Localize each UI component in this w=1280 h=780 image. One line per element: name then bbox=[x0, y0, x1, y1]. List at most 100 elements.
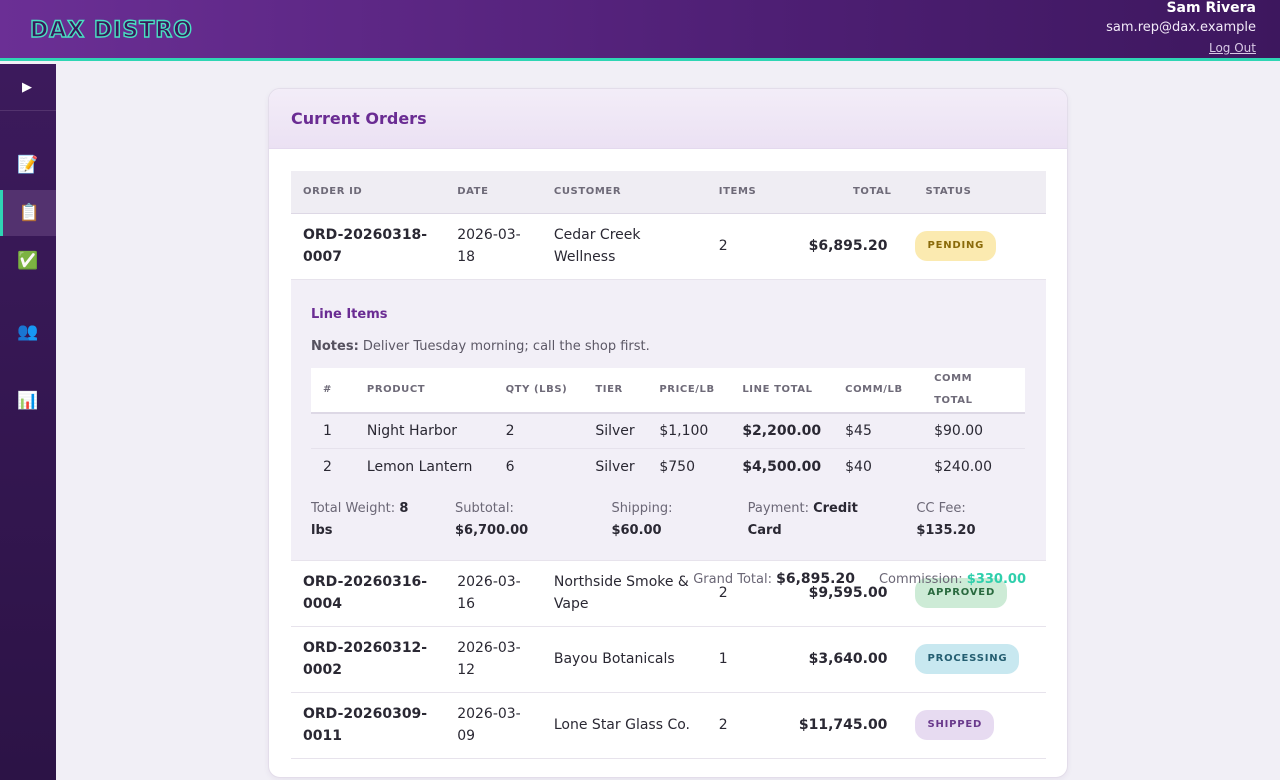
line-comm-lb: $40 bbox=[833, 448, 923, 485]
col-header-customer[interactable]: CUSTOMER bbox=[541, 171, 707, 214]
order-detail-cell: Line Items Notes: Deliver Tuesday mornin… bbox=[291, 279, 1046, 587]
order-id: ORD-20260309-0011 bbox=[291, 692, 446, 759]
col-header-status[interactable]: STATUS bbox=[903, 171, 1046, 214]
status-badge: PROCESSING bbox=[915, 644, 1020, 674]
bar-chart-icon: 📊 bbox=[17, 391, 39, 411]
order-total: $11,745.00 bbox=[786, 692, 904, 759]
line-price: $750 bbox=[647, 448, 731, 485]
sidebar-toggle-button[interactable]: ▶ bbox=[0, 64, 56, 111]
line-item-row: 2 Lemon Lantern 6 Silver $750 $4,500.00 … bbox=[311, 448, 1025, 485]
table-header-row: ORDER ID DATE CUSTOMER ITEMS TOTAL STATU… bbox=[291, 171, 1046, 214]
grand-total-row: Grand Total: $6,895.20 Commission: $330.… bbox=[311, 568, 1026, 591]
line-product: Night Harbor bbox=[354, 412, 494, 449]
sidebar-item-customers[interactable]: 👥 bbox=[0, 309, 56, 355]
sidebar-item-orders[interactable]: 📋 bbox=[0, 190, 56, 236]
col-header-total[interactable]: TOTAL bbox=[786, 171, 904, 214]
order-total: $9,595.00 bbox=[786, 560, 904, 627]
logout-link[interactable]: Log Out bbox=[1208, 41, 1256, 55]
play-icon: ▶ bbox=[22, 79, 32, 95]
order-notes: Notes: Deliver Tuesday morning; call the… bbox=[311, 336, 1026, 358]
col-header-items[interactable]: ITEMS bbox=[706, 171, 787, 214]
order-date: 2026-03-09 bbox=[445, 692, 542, 759]
notes-label: Notes: bbox=[311, 338, 359, 354]
status-badge: SHIPPED bbox=[915, 710, 995, 740]
orders-card: Current Orders ORDER ID DATE CUSTOMER IT… bbox=[268, 88, 1068, 778]
sidebar-item-approvals[interactable]: ✅ bbox=[0, 238, 56, 284]
col-header-comm-total: COMM TOTAL bbox=[922, 367, 1025, 414]
col-header-line-total: LINE TOTAL bbox=[730, 367, 834, 414]
total-weight: Total Weight: 8 lbs bbox=[311, 500, 409, 538]
memo-icon: 📝 bbox=[17, 155, 39, 175]
order-date: 2026-03-18 bbox=[445, 213, 542, 280]
page-title: Current Orders bbox=[291, 109, 427, 128]
col-header-date[interactable]: DATE bbox=[445, 171, 542, 214]
line-number: 2 bbox=[311, 448, 355, 485]
app-logo[interactable]: DAX DISTRO bbox=[29, 17, 193, 43]
top-bar: DAX DISTRO Sam Rivera sam.rep@dax.exampl… bbox=[0, 0, 1280, 61]
cc-fee: CC Fee: $135.20 bbox=[916, 500, 976, 538]
order-date: 2026-03-16 bbox=[445, 560, 542, 627]
col-header-product: PRODUCT bbox=[354, 367, 494, 414]
shipping: Shipping: $60.00 bbox=[611, 500, 673, 538]
order-id: ORD-20260318-0007 bbox=[291, 213, 446, 280]
line-qty: 6 bbox=[493, 448, 584, 485]
line-items-title: Line Items bbox=[311, 306, 388, 322]
commission: Commission: $330.00 bbox=[878, 571, 1026, 587]
sidebar-item-new-order[interactable]: 📝 bbox=[0, 142, 56, 188]
sidebar-item-reports[interactable]: 📊 bbox=[0, 378, 56, 424]
check-box-icon: ✅ bbox=[17, 251, 39, 271]
col-header-tier: TIER bbox=[583, 367, 648, 414]
order-total: $3,640.00 bbox=[786, 626, 904, 693]
order-id: ORD-20260312-0002 bbox=[291, 626, 446, 693]
line-tier: Silver bbox=[583, 412, 648, 449]
subtotal: Subtotal: $6,700.00 bbox=[454, 500, 529, 538]
order-items: 2 bbox=[706, 213, 787, 280]
clipboard-icon: 📋 bbox=[18, 203, 41, 223]
line-tier: Silver bbox=[583, 448, 648, 485]
grand-total: Grand Total: $6,895.20 bbox=[693, 570, 855, 587]
line-items-header-row: # PRODUCT QTY (LBS) TIER PRICE/LB LINE T… bbox=[311, 367, 1025, 414]
table-row[interactable]: ORD-20260309-0011 2026-03-09 Lone Star G… bbox=[291, 692, 1046, 759]
order-summary: Total Weight: 8 lbs Subtotal: $6,700.00 … bbox=[311, 498, 1026, 542]
line-total: $4,500.00 bbox=[730, 448, 834, 485]
user-name: Sam Rivera bbox=[1166, 0, 1256, 16]
orders-table: ORDER ID DATE CUSTOMER ITEMS TOTAL STATU… bbox=[291, 171, 1046, 759]
sidebar: ▶ 📝 📋 ✅ 👥 📊 bbox=[0, 64, 56, 780]
user-email: sam.rep@dax.example bbox=[1106, 20, 1256, 35]
card-header: Current Orders bbox=[269, 89, 1067, 149]
order-customer: Cedar Creek Wellness bbox=[541, 213, 707, 280]
line-items-table: # PRODUCT QTY (LBS) TIER PRICE/LB LINE T… bbox=[311, 367, 1025, 485]
col-header-comm-lb: COMM/LB bbox=[833, 367, 923, 414]
order-status-cell: PROCESSING bbox=[903, 626, 1046, 693]
table-row[interactable]: ORD-20260312-0002 2026-03-12 Bayou Botan… bbox=[291, 626, 1046, 693]
line-items-panel: Line Items Notes: Deliver Tuesday mornin… bbox=[291, 280, 1046, 587]
line-number: 1 bbox=[311, 412, 355, 449]
order-status-cell: APPROVED bbox=[903, 560, 1046, 627]
line-qty: 2 bbox=[493, 412, 584, 449]
table-row[interactable]: ORD-20260318-0007 2026-03-18 Cedar Creek… bbox=[291, 213, 1046, 280]
notes-text: Deliver Tuesday morning; call the shop f… bbox=[362, 338, 650, 354]
line-comm-lb: $45 bbox=[833, 412, 923, 449]
order-items: 1 bbox=[706, 626, 787, 693]
user-info: Sam Rivera sam.rep@dax.example Log Out bbox=[1106, 0, 1256, 59]
order-detail-row: Line Items Notes: Deliver Tuesday mornin… bbox=[291, 279, 1046, 587]
line-item-row: 1 Night Harbor 2 Silver $1,100 $2,200.00… bbox=[311, 412, 1025, 449]
order-customer: Lone Star Glass Co. bbox=[541, 692, 707, 759]
line-comm-total: $240.00 bbox=[922, 448, 1025, 485]
order-total: $6,895.20 bbox=[786, 213, 904, 280]
order-customer: Northside Smoke & Vape bbox=[541, 560, 707, 627]
status-badge: APPROVED bbox=[915, 578, 1008, 608]
status-badge: PENDING bbox=[915, 231, 997, 261]
line-comm-total: $90.00 bbox=[922, 412, 1025, 449]
order-status-cell: SHIPPED bbox=[903, 692, 1046, 759]
table-row[interactable]: ORD-20260316-0004 2026-03-16 Northside S… bbox=[291, 560, 1046, 627]
col-header-order-id[interactable]: ORDER ID bbox=[291, 171, 446, 214]
line-product: Lemon Lantern bbox=[354, 448, 494, 485]
order-items: 2 bbox=[706, 560, 787, 627]
users-icon: 👥 bbox=[17, 322, 39, 342]
line-total: $2,200.00 bbox=[730, 412, 834, 449]
payment-method: Payment: Credit Card bbox=[747, 500, 858, 538]
col-header-line-number: # bbox=[311, 367, 355, 414]
order-items: 2 bbox=[706, 692, 787, 759]
col-header-qty: QTY (LBS) bbox=[493, 367, 584, 414]
